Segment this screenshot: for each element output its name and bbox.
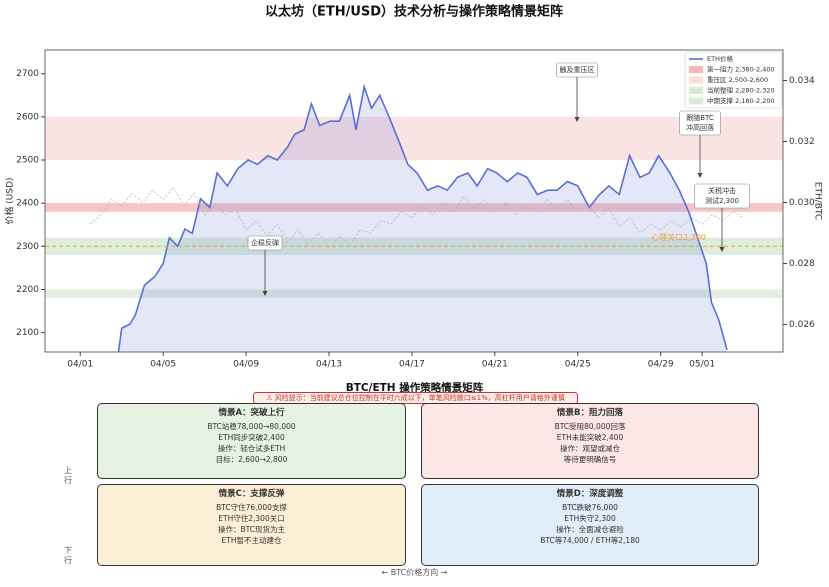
x-tick-label: 04/05 (150, 360, 176, 370)
annotation-text: 跟随BTC (686, 113, 714, 122)
y-tick-label: 2200 (16, 285, 39, 295)
legend-patch (689, 66, 703, 73)
y-tick-label: 2500 (16, 156, 39, 166)
price-band (45, 289, 783, 299)
legend-label: 当前整理 2,280-2,320 (707, 86, 775, 95)
scenario-line: 等待更明确信号 (563, 455, 617, 464)
annotation-arrowhead (719, 247, 725, 252)
scenario-box: 情景B：阻力回落 BTC受阻80,000回落 ETH未能突破2,400 操作：观望或减… (421, 403, 759, 479)
legend-label: ETH价格 (707, 54, 733, 63)
y2-tick-label: 0.028 (789, 259, 815, 269)
matrix-title: BTC/ETH 操作策略情景矩阵 (345, 382, 484, 394)
x-tick-label: 04/01 (67, 360, 93, 370)
scenario-line: BTC受阻80,000回落 (554, 422, 626, 431)
risk-warning: ⚠ 风险提示：当前建议总仓位控制在平时六成以下，单笔风险敞口≤1%，高杠杆用户请… (253, 392, 578, 404)
scenario-title: 情景A：突破上行 (218, 408, 285, 418)
x-direction-label: ← BTC价格方向 → (381, 568, 448, 577)
legend-patch (689, 97, 703, 105)
scenario-box: 情景D：深度调整 BTC跌破76,000 ETH失守2,300 操作：全面减仓避险 BT… (421, 484, 759, 566)
price-band (45, 237, 783, 255)
x-tick-label: 04/09 (233, 360, 259, 370)
scenario-line: 操作：观望或减仓 (560, 444, 620, 453)
plot-frame (44, 49, 784, 353)
scenario-box: 情景C：支撑反弹 BTC守住76,000支撑 ETH守住2,300关口 操作：BTC现… (97, 484, 406, 566)
annotation-arrowhead (574, 117, 580, 122)
scenario-title: 情景B：阻力回落 (557, 408, 623, 418)
x-tick-label: 04/29 (648, 360, 674, 370)
scenario-title: 情景C：支撑反弹 (218, 489, 285, 499)
reference-label: 心理关口2,300 (651, 232, 706, 242)
scenario-line: BTC守住76,000支撑 (216, 503, 287, 512)
y2-axis-label: ETH/BTC (813, 182, 823, 220)
annotation-text: 触及重压区 (560, 65, 595, 74)
price-band (45, 203, 783, 212)
scenario-box: 情景A：突破上行 BTC站稳78,000→80,000 ETH同步突破2,400 操作… (97, 403, 406, 479)
scenario-line: 操作：BTC现货为主 (217, 525, 286, 534)
y-tick-label: 2100 (16, 328, 39, 338)
y-tick-label: 2300 (16, 242, 39, 252)
price-band (45, 116, 783, 161)
scenario-line: BTC站稳78,000→80,000 (207, 422, 296, 431)
price-line (117, 83, 728, 352)
x-tick-label: 04/25 (565, 360, 591, 370)
scenario-line: ETH同步突破2,400 (218, 433, 285, 442)
scenario-line: ETH失守2,300 (564, 514, 616, 523)
legend-patch (689, 87, 703, 94)
x-tick-label: 04/21 (482, 360, 508, 370)
scenario-line: BTC等74,000 / ETH等2,180 (540, 536, 640, 545)
legend-label: 中期支撑 2,180-2,200 (707, 96, 775, 105)
annotation-arrowhead (697, 173, 703, 178)
scenario-line: BTC跌破76,000 (562, 503, 618, 512)
scenario-line: 目标：2,600→2,800 (215, 455, 288, 464)
y-tick-label: 2400 (16, 199, 39, 209)
y-tick-label: 2600 (16, 112, 39, 122)
y2-tick-label: 0.030 (789, 198, 815, 208)
price-area (118, 86, 728, 352)
scenario-line: ETH未能突破2,400 (556, 433, 624, 442)
legend-frame (684, 51, 783, 109)
scenario-line: 操作：全面减仓避险 (556, 525, 624, 534)
annotation-text: 关税冲击 (708, 186, 736, 195)
legend-patch (689, 76, 703, 84)
scenario-line: ETH守住2,300关口 (218, 514, 285, 523)
side-label: 上行 (64, 466, 72, 485)
legend-label: 第一阻力 2,380-2,400 (707, 65, 775, 74)
y2-tick-label: 0.034 (789, 76, 815, 86)
chart-title: 以太坊（ETH/USD）技术分析与操作策略情景矩阵 (265, 4, 563, 20)
y2-tick-label: 0.032 (789, 137, 815, 147)
chart: 以太坊（ETH/USD）技术分析与操作策略情景矩阵 价格 (USD) ETH/B… (4, 4, 823, 370)
y-axis-label: 价格 (USD) (4, 177, 16, 224)
scenario-title: 情景D：深度调整 (556, 489, 624, 499)
ratio-line (90, 186, 744, 249)
y2-tick-label: 0.026 (789, 320, 815, 330)
annotation-text: 冲高回落 (686, 123, 714, 132)
annotation-arrowhead (262, 291, 268, 296)
annotation-text: 企稳反弹 (251, 238, 279, 247)
legend-label: 重压区 2,500-2,600 (707, 76, 768, 84)
x-tick-label: 05/01 (689, 360, 715, 370)
scenario-line: ETH暂不主动建仓 (221, 536, 282, 545)
y-tick-label: 2700 (16, 69, 39, 79)
side-label: 下行 (64, 546, 72, 565)
scenario-line: 操作：轻仓试多ETH (217, 444, 286, 453)
x-tick-label: 04/13 (316, 360, 342, 370)
x-tick-label: 04/17 (399, 360, 425, 370)
annotation-text: 测试2,300 (705, 196, 739, 205)
